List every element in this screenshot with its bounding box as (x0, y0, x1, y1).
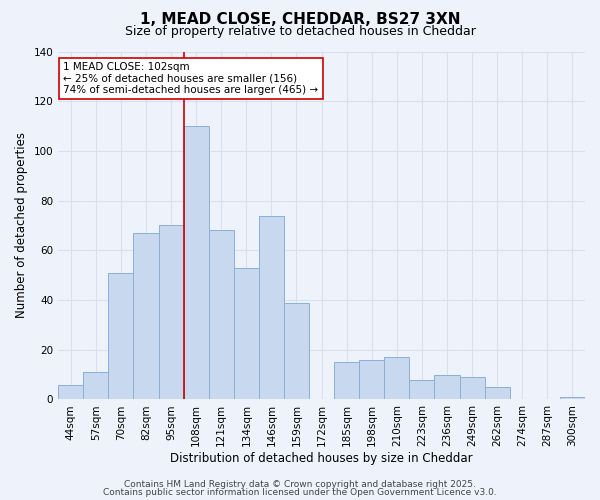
Bar (133, 233, 158, 400)
Text: Contains HM Land Registry data © Crown copyright and database right 2025.: Contains HM Land Registry data © Crown c… (124, 480, 476, 489)
Bar (184, 126, 209, 400)
Bar (158, 226, 184, 400)
Bar (409, 380, 434, 400)
Bar (434, 374, 460, 400)
Y-axis label: Number of detached properties: Number of detached properties (15, 132, 28, 318)
Text: Contains public sector information licensed under the Open Government Licence v3: Contains public sector information licen… (103, 488, 497, 497)
Bar (284, 302, 309, 400)
Bar (385, 357, 409, 400)
Bar (234, 268, 259, 400)
Bar (460, 377, 485, 400)
Bar (259, 216, 284, 400)
Bar (359, 360, 385, 400)
Bar (58, 384, 83, 400)
Bar (485, 387, 510, 400)
Text: 1 MEAD CLOSE: 102sqm
← 25% of detached houses are smaller (156)
74% of semi-deta: 1 MEAD CLOSE: 102sqm ← 25% of detached h… (64, 62, 319, 95)
Bar (209, 230, 234, 400)
Bar (83, 372, 109, 400)
Text: 1, MEAD CLOSE, CHEDDAR, BS27 3XN: 1, MEAD CLOSE, CHEDDAR, BS27 3XN (140, 12, 460, 28)
Bar (560, 397, 585, 400)
Text: Size of property relative to detached houses in Cheddar: Size of property relative to detached ho… (125, 25, 475, 38)
X-axis label: Distribution of detached houses by size in Cheddar: Distribution of detached houses by size … (170, 452, 473, 465)
Bar (109, 272, 133, 400)
Bar (334, 362, 359, 400)
